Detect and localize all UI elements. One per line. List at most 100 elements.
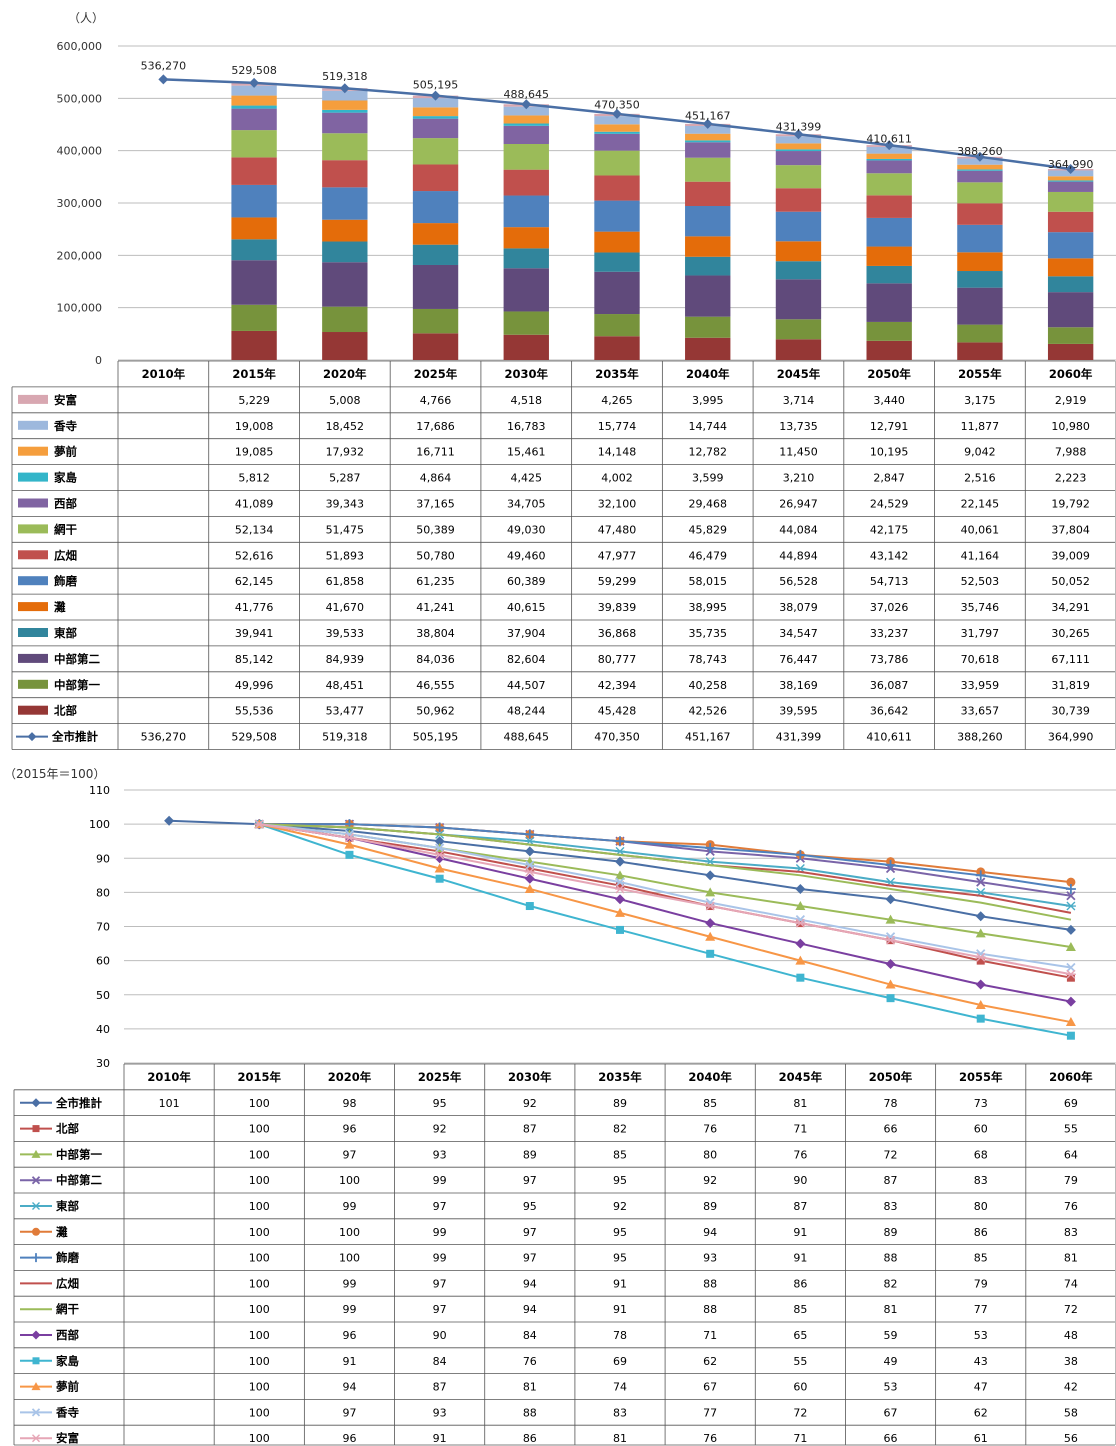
table-cell: 33,237 — [870, 627, 909, 640]
table-cell: 42,526 — [688, 705, 727, 718]
y-tick-label: 100,000 — [57, 302, 103, 315]
table-cell: 73 — [974, 1097, 988, 1110]
table-cell: 91 — [433, 1432, 447, 1445]
table-cell: 98 — [342, 1097, 356, 1110]
table-cell: 53 — [974, 1329, 988, 1342]
table-cell: 15,461 — [507, 446, 546, 459]
category-label: 2020年 — [323, 367, 367, 381]
data-point — [525, 864, 534, 873]
bar-segment — [866, 321, 912, 341]
table-cell: 50,389 — [416, 523, 455, 536]
table-cell: 94 — [523, 1277, 537, 1290]
series-name: 夢前 — [54, 445, 77, 459]
bar-segment — [231, 130, 277, 158]
bar-segment — [594, 150, 640, 176]
table-cell: 67 — [703, 1381, 717, 1394]
data-point — [616, 881, 624, 890]
table-cell: 58 — [1064, 1406, 1078, 1419]
table-cell: 12,791 — [870, 420, 909, 433]
bar-segment — [957, 170, 1003, 183]
table-cell: 44,894 — [779, 549, 818, 562]
table-cell: 80 — [974, 1200, 988, 1213]
table-cell: 66 — [884, 1432, 898, 1445]
bar-segment — [412, 333, 459, 360]
table-cell: 61 — [974, 1432, 988, 1445]
table-cell: 77 — [703, 1406, 717, 1419]
data-point — [164, 815, 175, 826]
series-name: 家島 — [56, 1354, 79, 1368]
series-name: 安富 — [54, 393, 77, 407]
bar-segment — [775, 279, 822, 320]
table-cell: 91 — [793, 1226, 807, 1239]
bar-segment — [503, 248, 549, 269]
table-cell: 49 — [884, 1355, 898, 1368]
bar-segment — [775, 188, 822, 212]
table-cell: 96 — [342, 1432, 356, 1445]
series-name: 家島 — [54, 471, 77, 485]
total-point — [793, 129, 804, 140]
legend-marker — [31, 1149, 41, 1158]
bar-segment — [685, 125, 731, 134]
table-cell: 97 — [433, 1303, 447, 1316]
series-line — [258, 823, 1072, 1037]
table-cell: 431,399 — [776, 731, 822, 744]
table-cell: 49,030 — [507, 523, 546, 536]
series-line — [259, 823, 1072, 979]
data-point — [975, 952, 986, 962]
table-cell: 83 — [974, 1174, 988, 1187]
data-point — [525, 902, 534, 911]
table-cell: 52,616 — [235, 549, 274, 562]
table-cell: 86 — [523, 1432, 537, 1445]
table-cell: 26,947 — [779, 498, 818, 511]
series-line — [259, 823, 1072, 890]
bar-segment — [412, 264, 459, 309]
table-cell: 39,343 — [326, 498, 365, 511]
data-point — [885, 935, 896, 945]
table-cell: 72 — [1064, 1303, 1078, 1316]
table-cell: 76 — [703, 1432, 717, 1445]
table-cell: 96 — [342, 1123, 356, 1136]
table-cell: 94 — [342, 1381, 356, 1394]
table-cell: 505,195 — [413, 731, 459, 744]
table-cell: 81 — [523, 1381, 537, 1394]
bar-segment — [503, 195, 549, 228]
legend-marker — [31, 1176, 41, 1185]
bar-segment — [412, 107, 459, 117]
total-data-label: 519,318 — [322, 70, 368, 83]
index-data-table: 2010年 2015年 2020年 2025年 2030年 2035年 2040年 2045年… — [13, 1063, 1116, 1446]
table-cell: 60 — [974, 1123, 988, 1136]
data-point — [706, 949, 715, 958]
series-name: 安富 — [56, 1431, 79, 1445]
legend-marker — [32, 1227, 40, 1236]
table-cell: 97 — [433, 1277, 447, 1290]
series-name: 網干 — [54, 522, 77, 536]
series-line — [259, 823, 1072, 908]
legend-swatch — [18, 420, 48, 430]
series-line — [259, 823, 1072, 1024]
bar-segment — [685, 181, 731, 206]
table-cell: 86 — [793, 1277, 807, 1290]
table-cell: 100 — [249, 1303, 270, 1316]
table-cell: 89 — [884, 1226, 898, 1239]
bar-segment — [594, 252, 640, 272]
y-tick-label: 70 — [96, 921, 110, 934]
bar-segment — [594, 314, 640, 337]
table-cell: 5,287 — [329, 472, 361, 485]
table-cell: 99 — [342, 1303, 356, 1316]
table-cell: 87 — [884, 1174, 898, 1187]
table-cell: 54,713 — [870, 575, 909, 588]
bar-segment — [322, 160, 368, 188]
data-point — [1065, 924, 1076, 935]
bar-segment — [322, 332, 368, 360]
table-cell: 37,804 — [1051, 523, 1090, 536]
data-point — [344, 833, 355, 843]
legend-marker — [31, 1253, 41, 1263]
table-cell: 2,516 — [964, 472, 996, 485]
y-tick-label: 0 — [95, 354, 102, 367]
series-name: 広畑 — [54, 548, 77, 562]
series-line — [259, 823, 1072, 969]
total-data-label: 488,645 — [504, 88, 550, 101]
table-cell: 38,995 — [688, 601, 727, 614]
bar-segment — [866, 340, 912, 360]
